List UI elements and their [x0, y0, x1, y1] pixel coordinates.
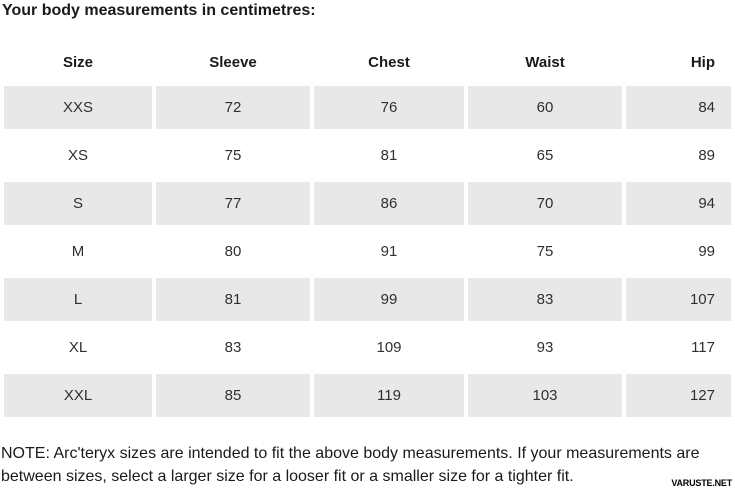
chest-cell: 76 [314, 86, 464, 129]
waist-cell: 65 [536, 147, 554, 164]
sleeve-cell: 72 [156, 86, 310, 129]
table-row-xxs: XXS 72 76 60 84 [4, 86, 731, 129]
waist-cell: 103 [468, 374, 622, 417]
waist-cell: 70 [468, 182, 622, 225]
size-cell: XS [67, 147, 88, 164]
hip-cell: 84 [626, 86, 731, 129]
chest-cell: 99 [314, 278, 464, 321]
hip-cell: 117 [691, 339, 715, 356]
table-row-xxl: XXL 85 119 103 127 [4, 374, 731, 417]
sleeve-cell: 77 [156, 182, 310, 225]
chest-cell: 86 [314, 182, 464, 225]
column-header-waist: Waist [525, 53, 565, 71]
watermark: VARUSTE.NET [671, 478, 732, 488]
table-row-l: L 81 99 83 107 [4, 278, 731, 321]
hip-cell: 107 [626, 278, 731, 321]
chest-cell: 109 [376, 339, 402, 356]
waist-cell: 75 [536, 243, 554, 260]
table-header-row: Size Sleeve Chest Waist Hip [4, 43, 731, 81]
waist-cell: 93 [536, 339, 554, 356]
sleeve-cell: 81 [156, 278, 310, 321]
sleeve-cell: 83 [224, 339, 242, 356]
sleeve-cell: 75 [224, 147, 242, 164]
table-row-s: S 77 86 70 94 [4, 182, 731, 225]
size-cell: M [71, 243, 85, 260]
column-header-sleeve: Sleeve [209, 53, 257, 71]
hip-cell: 89 [698, 147, 715, 164]
table-row-xs: XS 75 81 65 89 [4, 134, 731, 177]
sleeve-cell: 85 [156, 374, 310, 417]
page-title: Your body measurements in centimetres: [2, 2, 316, 19]
size-cell: XXS [4, 86, 152, 129]
size-cell: L [4, 278, 152, 321]
waist-cell: 83 [468, 278, 622, 321]
chest-cell: 81 [380, 147, 398, 164]
chest-cell: 119 [314, 374, 464, 417]
waist-cell: 60 [468, 86, 622, 129]
column-header-chest: Chest [368, 53, 410, 71]
note-text: NOTE: Arc'teryx sizes are intended to fi… [1, 445, 700, 486]
size-cell: XXL [4, 374, 152, 417]
size-cell: XL [68, 339, 88, 356]
size-chart-table: Size Sleeve Chest Waist Hip XXS 72 76 60 84 XS 75 8… [0, 38, 735, 422]
column-header-size: Size [62, 53, 93, 71]
sleeve-cell: 80 [224, 243, 242, 260]
chest-cell: 91 [380, 243, 398, 260]
table-row-m: M 80 91 75 99 [4, 230, 731, 273]
size-cell: S [4, 182, 152, 225]
hip-cell: 94 [626, 182, 731, 225]
table-row-xl: XL 83 109 93 117 [4, 326, 731, 369]
column-header-hip: Hip [690, 53, 715, 71]
hip-cell: 99 [698, 243, 715, 260]
hip-cell: 127 [626, 374, 731, 417]
